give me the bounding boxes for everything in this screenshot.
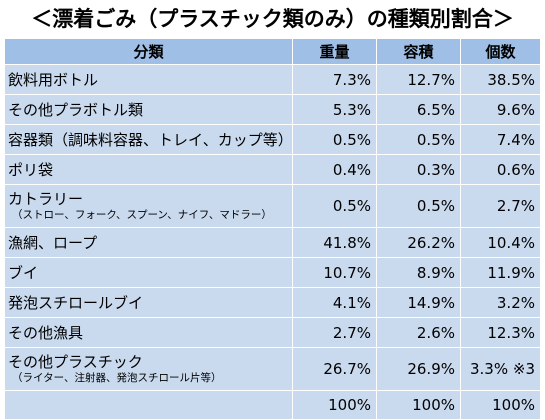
row-weight: 0.5% [292, 124, 377, 155]
row-volume: 26.9% [376, 347, 461, 391]
row-count: 11.9% [460, 257, 541, 288]
table-row: ブイ 10.7% 8.9% 11.9% [4, 257, 541, 288]
row-weight: 10.7% [292, 257, 377, 288]
row-category: ポリ袋 [4, 154, 293, 185]
header-volume: 容積 [376, 38, 461, 65]
row-count: 10.4% [460, 227, 541, 258]
row-weight: 2.7% [292, 317, 377, 348]
row-weight: 4.1% [292, 287, 377, 318]
table-row: その他漁具 2.7% 2.6% 12.3% [4, 317, 541, 348]
table-row: 発泡スチロールブイ 4.1% 14.9% 3.2% [4, 287, 541, 318]
row-volume: 0.3% [376, 154, 461, 185]
row-category-note: （ストロー、フォーク、スプーン、ナイフ、マドラー） [12, 209, 272, 221]
table-row: その他プラスチック （ライター、注射器、発泡スチロール片等） 26.7% 26.… [4, 347, 541, 391]
plastic-debris-table: 分類 重量 容積 個数 飲料用ボトル 7.3% 12.7% 38.5% その他プ… [4, 38, 541, 420]
row-weight: 0.5% [292, 184, 377, 228]
total-category [4, 390, 293, 420]
table-row: その他プラボトル類 5.3% 6.5% 9.6% [4, 94, 541, 125]
row-volume: 0.5% [376, 124, 461, 155]
row-category: その他プラボトル類 [4, 94, 293, 125]
total-weight: 100% [292, 390, 377, 420]
row-volume: 8.9% [376, 257, 461, 288]
row-count: 38.5% [460, 64, 541, 95]
header-count: 個数 [460, 38, 541, 65]
row-count: 3.3% ※3 [460, 347, 541, 391]
total-volume: 100% [376, 390, 461, 420]
table-row: カトラリー （ストロー、フォーク、スプーン、ナイフ、マドラー） 0.5% 0.5… [4, 184, 541, 228]
row-weight: 26.7% [292, 347, 377, 391]
header-weight: 重量 [292, 38, 377, 65]
row-volume: 6.5% [376, 94, 461, 125]
row-volume: 0.5% [376, 184, 461, 228]
row-volume: 14.9% [376, 287, 461, 318]
row-count: 7.4% [460, 124, 541, 155]
header-category: 分類 [4, 38, 293, 65]
row-category-main: カトラリー [8, 190, 84, 208]
row-category: 飲料用ボトル [4, 64, 293, 95]
table-row: 漁網、ロープ 41.8% 26.2% 10.4% [4, 227, 541, 258]
row-count: 2.7% [460, 184, 541, 228]
row-category: カトラリー （ストロー、フォーク、スプーン、ナイフ、マドラー） [4, 184, 293, 228]
total-count: 100% [460, 390, 541, 420]
table-row: ポリ袋 0.4% 0.3% 0.6% [4, 154, 541, 185]
row-weight: 7.3% [292, 64, 377, 95]
row-weight: 0.4% [292, 154, 377, 185]
row-category: 容器類（調味料容器、トレイ、カップ等） [4, 124, 293, 155]
row-volume: 2.6% [376, 317, 461, 348]
row-category-main: その他プラスチック [8, 353, 143, 371]
row-category: その他プラスチック （ライター、注射器、発泡スチロール片等） [4, 347, 293, 391]
row-category: 発泡スチロールブイ [4, 287, 293, 318]
page-title: ＜漂着ごみ（プラスチック類のみ）の種類別割合＞ [31, 7, 514, 31]
row-volume: 12.7% [376, 64, 461, 95]
row-weight: 41.8% [292, 227, 377, 258]
table-header-row: 分類 重量 容積 個数 [4, 38, 541, 65]
row-category: ブイ [4, 257, 293, 288]
table-row: 容器類（調味料容器、トレイ、カップ等） 0.5% 0.5% 7.4% [4, 124, 541, 155]
row-count: 3.2% [460, 287, 541, 318]
total-row: 100% 100% 100% [4, 390, 541, 420]
row-count: 0.6% [460, 154, 541, 185]
row-category: 漁網、ロープ [4, 227, 293, 258]
row-count: 9.6% [460, 94, 541, 125]
row-weight: 5.3% [292, 94, 377, 125]
row-category-note: （ライター、注射器、発泡スチロール片等） [12, 372, 222, 384]
row-category: その他漁具 [4, 317, 293, 348]
row-volume: 26.2% [376, 227, 461, 258]
table-row: 飲料用ボトル 7.3% 12.7% 38.5% [4, 64, 541, 95]
row-count: 12.3% [460, 317, 541, 348]
